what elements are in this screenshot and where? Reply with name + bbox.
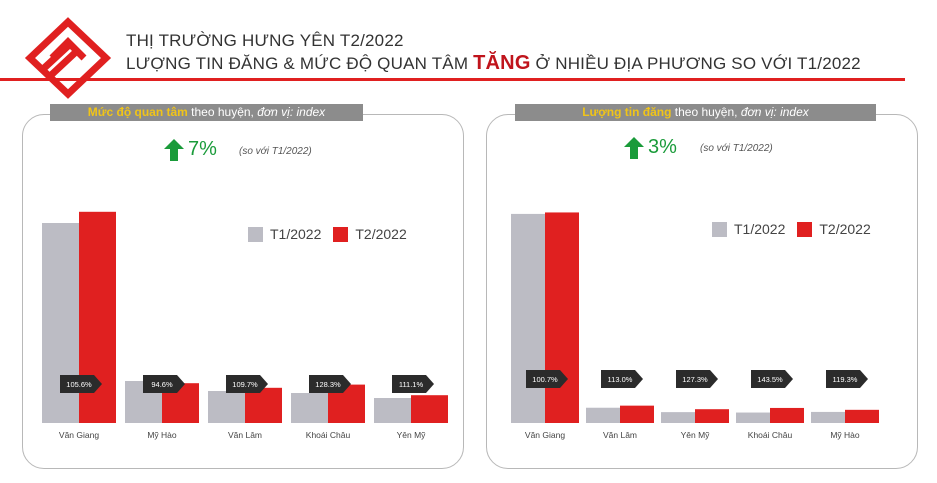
bar-t2-1 xyxy=(620,405,654,423)
legend-item-t2: T2/2022 xyxy=(797,221,871,237)
category-label-2: Yên Mỹ xyxy=(681,430,711,440)
bar-t1-1 xyxy=(586,407,620,423)
ratio-arrow-4 xyxy=(826,370,868,388)
ratio-arrow-1 xyxy=(601,370,643,388)
category-label-4: Yên Mỹ xyxy=(397,430,427,440)
bar-t2-0 xyxy=(545,212,579,423)
category-label-2: Văn Lâm xyxy=(228,430,262,440)
category-label-3: Khoái Châu xyxy=(306,430,351,440)
bar-t2-4 xyxy=(845,409,879,423)
listings-panel-tag: Lượng tin đăng theo huyện, đơn vị: index xyxy=(515,104,876,121)
bar-t2-2 xyxy=(695,409,729,423)
interest-legend: T1/2022 T2/2022 xyxy=(248,226,419,242)
bar-t1-3 xyxy=(291,393,328,423)
page-title: THỊ TRƯỜNG HƯNG YÊN T2/2022 xyxy=(126,31,404,50)
ratio-label-3: 128.3% xyxy=(315,380,341,389)
ratio-arrow-2 xyxy=(226,375,268,393)
legend-swatch-t1 xyxy=(712,221,727,237)
legend-item-t2: T2/2022 xyxy=(333,226,407,242)
category-label-1: Văn Lâm xyxy=(603,430,637,440)
ratio-label-1: 94.6% xyxy=(151,380,173,389)
interest-bar-chart: Văn Giang 105.6% Mỹ Hào 94.6% Văn Lâm 109.7% K… xyxy=(42,211,448,440)
ratio-arrow-0 xyxy=(60,375,102,393)
legend-swatch-t2 xyxy=(333,226,349,242)
legend-label-t1: T1/2022 xyxy=(734,221,786,237)
bar-t1-2 xyxy=(661,412,695,423)
ratio-label-2: 127.3% xyxy=(682,375,708,384)
bar-t2-3 xyxy=(770,407,804,423)
category-label-0: Văn Giang xyxy=(525,430,565,440)
bar-t2-2 xyxy=(245,387,282,423)
bar-t1-0 xyxy=(511,213,545,423)
listings-growth-note: (so với T1/2022) xyxy=(700,143,773,154)
ratio-label-0: 100.7% xyxy=(532,375,558,384)
ratio-label-4: 111.1% xyxy=(399,380,424,389)
listings-tag-mid: theo huyện, xyxy=(671,105,741,119)
listings-tag-unit: đơn vị: index xyxy=(740,105,809,119)
interest-growth-note: (so với T1/2022) xyxy=(239,146,312,157)
legend-swatch-t2 xyxy=(797,221,813,237)
brand-logo xyxy=(24,17,112,99)
category-label-1: Mỹ Hào xyxy=(147,430,177,440)
interest-tag-unit: đơn vị: index xyxy=(257,105,326,119)
ratio-arrow-3 xyxy=(309,375,351,393)
interest-growth-value: 7% xyxy=(188,138,217,160)
ratio-arrow-1 xyxy=(143,375,185,393)
legend-label-t2: T2/2022 xyxy=(355,226,407,242)
category-label-0: Văn Giang xyxy=(59,430,99,440)
listings-growth-value: 3% xyxy=(648,136,677,158)
ratio-label-3: 143.5% xyxy=(757,375,783,384)
subtitle-highlight: TĂNG xyxy=(473,52,531,74)
ratio-arrow-2 xyxy=(676,370,718,388)
interest-growth: 7% xyxy=(164,138,217,161)
ratio-arrow-4 xyxy=(392,375,434,393)
listings-legend: T1/2022 T2/2022 xyxy=(712,221,883,237)
interest-tag-emph: Mức độ quan tâm xyxy=(87,105,188,119)
legend-swatch-t1 xyxy=(248,226,263,242)
listings-tag-emph: Lượng tin đăng xyxy=(582,105,672,119)
bar-t1-4 xyxy=(811,411,845,423)
subtitle-after: Ở NHIỀU ĐỊA PHƯƠNG SO VỚI T1/2022 xyxy=(530,54,861,73)
legend-label-t1: T1/2022 xyxy=(270,226,322,242)
ratio-label-4: 119.3% xyxy=(833,375,858,384)
bar-t2-4 xyxy=(411,395,448,423)
subtitle-before: LƯỢNG TIN ĐĂNG & MỨC ĐỘ QUAN TÂM xyxy=(126,54,474,73)
category-label-4: Mỹ Hào xyxy=(830,430,860,440)
ratio-arrow-3 xyxy=(751,370,793,388)
listings-growth: 3% xyxy=(624,136,677,159)
legend-item-t1: T1/2022 xyxy=(248,226,321,242)
ratio-label-0: 105.6% xyxy=(66,380,92,389)
legend-item-t1: T1/2022 xyxy=(712,221,785,237)
interest-panel-tag: Mức độ quan tâm theo huyện, đơn vị: inde… xyxy=(50,104,363,121)
page-subtitle: LƯỢNG TIN ĐĂNG & MỨC ĐỘ QUAN TÂM TĂNG Ở … xyxy=(126,52,861,75)
bar-t1-2 xyxy=(208,391,245,423)
ratio-label-1: 113.0% xyxy=(608,375,633,384)
header-divider xyxy=(0,78,905,81)
up-arrow-icon xyxy=(164,138,184,161)
interest-tag-mid: theo huyện, xyxy=(187,105,258,119)
bar-t1-3 xyxy=(736,412,770,423)
bar-t1-4 xyxy=(374,398,411,423)
category-label-3: Khoái Châu xyxy=(748,430,793,440)
legend-label-t2: T2/2022 xyxy=(819,221,871,237)
ratio-label-2: 109.7% xyxy=(232,380,258,389)
up-arrow-icon xyxy=(624,136,644,159)
ratio-arrow-0 xyxy=(526,370,568,388)
listings-bar-chart: Văn Giang 100.7% Văn Lâm 113.0% Yên Mỹ 127.3%… xyxy=(511,212,879,440)
